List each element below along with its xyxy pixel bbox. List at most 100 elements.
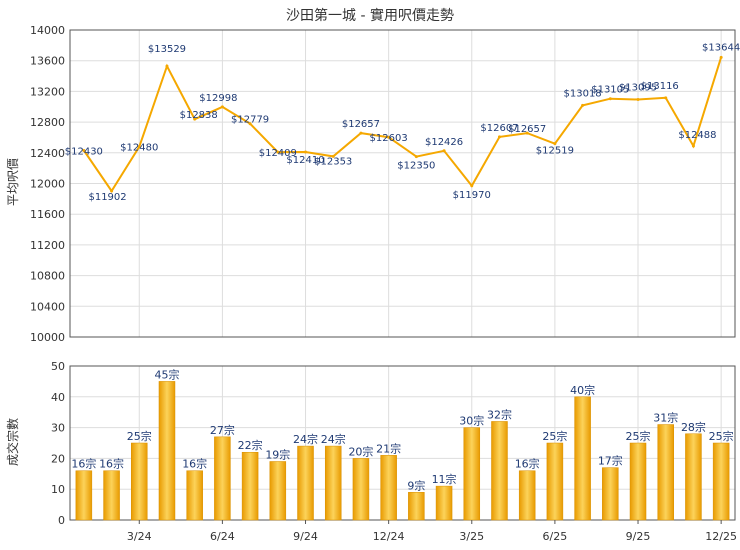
y-tick-label: 12400 [30,147,65,160]
bar [491,421,508,521]
y-tick-label: 20 [51,452,65,465]
line-point [664,96,668,100]
x-tick-label: 12/25 [705,530,737,543]
bar [712,442,730,521]
line-point [359,131,363,135]
price-line [83,57,723,193]
price-line-chart: 14000 13600 13200 12800 12400 12000 11600 11200… [30,24,740,344]
line-point [110,189,114,193]
y-tick-label: 40 [51,391,65,404]
line-data-label: $12657 [342,119,380,130]
bar-data-label: 11宗 [432,472,457,486]
y-tick-label: 13200 [30,85,65,98]
x-tick-label: 6/25 [543,530,568,543]
line-data-label: $13018 [564,88,602,99]
bar-data-label: 20宗 [348,444,373,458]
plot-frame [69,365,736,521]
line-point [581,103,585,107]
line-data-label: $12410 [286,155,324,166]
bar [324,445,342,521]
bar [75,470,93,521]
line-point [193,117,197,121]
y-tick-label: 10800 [30,270,65,283]
bar [546,442,564,521]
line-point [691,144,695,148]
line-data-label: $12409 [259,148,297,159]
line-y-axis-label: 平均呎價 [6,158,20,206]
line-point [497,135,501,139]
line-data-label: $12350 [397,161,435,172]
bar-data-label: 24宗 [293,432,318,446]
x-tick-label: 3/25 [459,530,484,543]
bar [574,396,591,521]
y-tick-label: 13600 [30,55,65,68]
line-point [331,154,335,158]
line-data-label: $12426 [425,137,463,148]
bar-data-label: 28宗 [681,420,706,434]
line-data-label: $11902 [88,192,126,203]
line-point [276,150,280,154]
line-data-label: $12480 [120,143,158,154]
line-point [525,131,529,135]
y-tick-label: 50 [51,360,65,373]
line-point [165,64,169,68]
y-tick-label: 10000 [30,331,65,344]
line-data-label: $12838 [180,110,218,121]
bar [518,470,536,521]
bar [463,427,481,521]
line-point [387,135,391,139]
line-data-label: $13116 [641,81,679,92]
line-data-label: $12519 [536,146,574,157]
bar [214,436,231,521]
x-tick-label: 12/24 [373,530,405,543]
y-tick-label: 11600 [30,208,65,221]
bar-data-label: 16宗 [182,457,207,471]
plot-frame [69,29,736,338]
bar-data-label: 25宗 [626,429,651,443]
y-tick-label: 12000 [30,178,65,191]
line-data-label: $12998 [199,93,237,104]
line-data-label: $12353 [314,156,352,167]
y-tick-label: 10400 [30,300,65,313]
bar [380,455,397,521]
x-tick-label: 9/25 [626,530,651,543]
line-data-label: $12657 [508,124,546,135]
bar-y-axis-label: 成交宗數 [5,418,20,466]
bar [629,442,647,521]
bar-data-label: 16宗 [71,457,96,471]
bar [602,467,619,521]
y-tick-label: 0 [58,514,65,527]
bar-data-label: 24宗 [321,432,346,446]
bar [297,445,314,521]
bar-data-label: 25宗 [709,429,734,443]
bar-data-label: 45宗 [154,367,179,381]
bar-data-label: 17宗 [598,454,623,468]
bar [158,381,176,521]
line-point [304,150,308,154]
bar-data-label: 22宗 [238,438,263,452]
bar-data-label: 25宗 [127,429,152,443]
line-point [137,145,141,149]
bar-data-label: 27宗 [210,423,235,437]
bar-data-label: 19宗 [265,447,290,461]
bar [685,433,702,521]
x-tick-label: 3/24 [127,530,152,543]
y-tick-label: 10 [51,483,65,496]
line-data-label: $13644 [702,42,740,53]
bar [657,424,674,521]
bar-data-label: 32宗 [487,407,512,421]
line-point [470,184,474,188]
bar-data-label: 25宗 [542,429,567,443]
bar [131,442,148,521]
bar-data-label: 21宗 [376,441,401,455]
line-point [442,149,446,153]
x-tick-label: 9/24 [293,530,318,543]
line-point [414,155,418,159]
bar [435,485,453,521]
y-tick-label: 30 [51,422,65,435]
line-data-label: $13105 [591,85,629,96]
line-point [636,97,640,101]
line-data-label: $12430 [65,146,103,157]
